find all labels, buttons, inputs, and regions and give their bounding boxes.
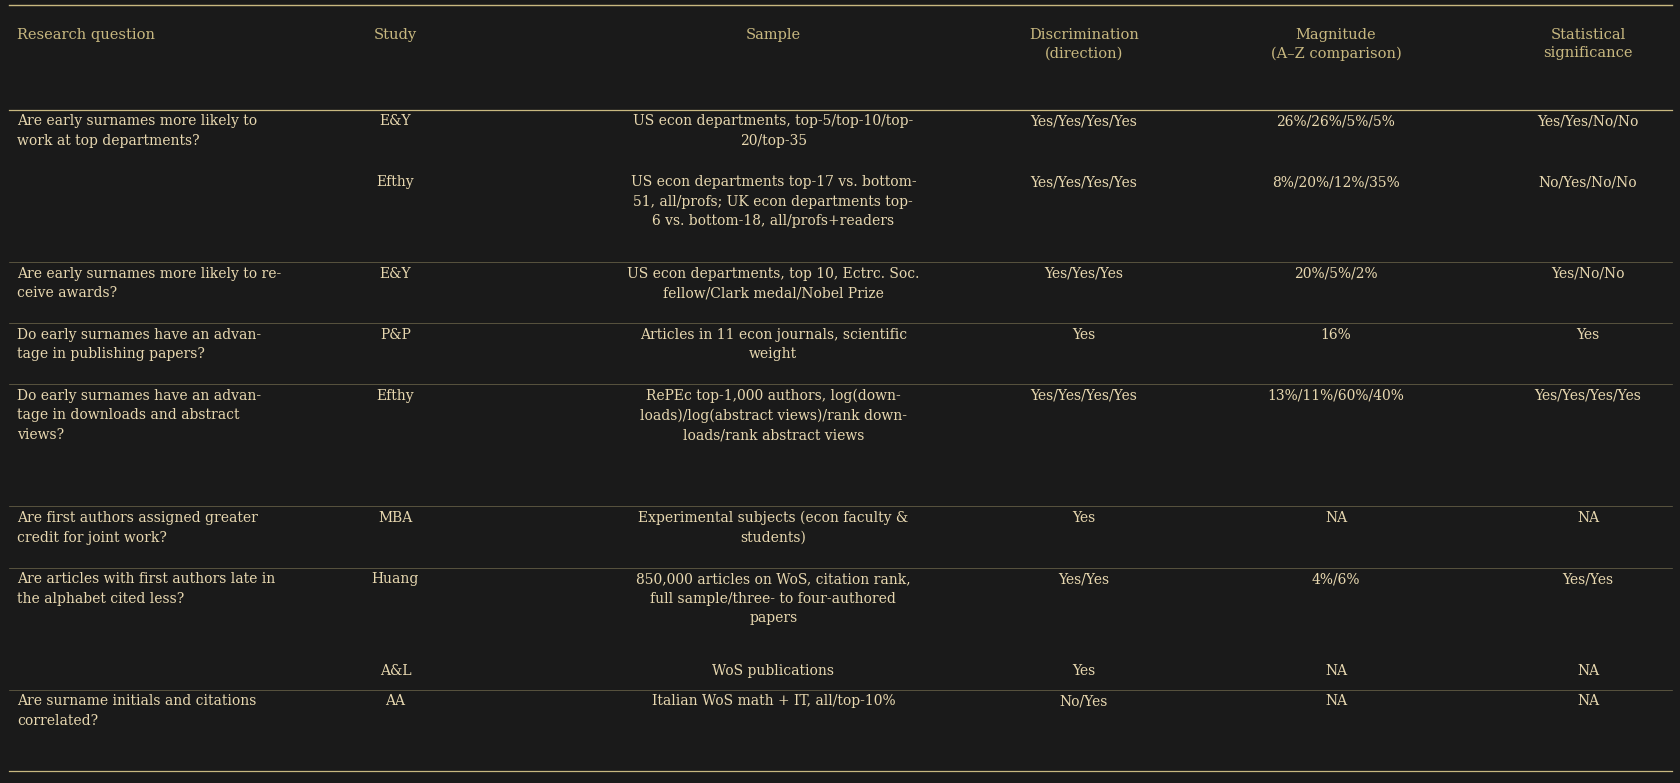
Text: Efthy: Efthy bbox=[376, 175, 413, 189]
Text: WoS publications: WoS publications bbox=[712, 664, 833, 678]
Text: 8%/20%/12%/35%: 8%/20%/12%/35% bbox=[1272, 175, 1399, 189]
Text: Experimental subjects (econ faculty &
students): Experimental subjects (econ faculty & st… bbox=[638, 511, 907, 545]
Text: Are early surnames more likely to
work at top departments?: Are early surnames more likely to work a… bbox=[17, 114, 257, 147]
Text: Huang: Huang bbox=[371, 572, 418, 586]
Text: Yes/Yes/Yes/Yes: Yes/Yes/Yes/Yes bbox=[1534, 389, 1640, 403]
Text: 16%: 16% bbox=[1320, 328, 1351, 342]
Text: US econ departments top-17 vs. bottom-
51, all/profs; UK econ departments top-
6: US econ departments top-17 vs. bottom- 5… bbox=[630, 175, 916, 228]
Text: 4%/6%: 4%/6% bbox=[1310, 572, 1359, 586]
Text: Statistical
significance: Statistical significance bbox=[1542, 28, 1631, 60]
Text: NA: NA bbox=[1576, 511, 1598, 525]
Text: Yes/Yes: Yes/Yes bbox=[1058, 572, 1109, 586]
Text: 26%/26%/5%/5%: 26%/26%/5%/5% bbox=[1275, 114, 1394, 128]
Text: E&Y: E&Y bbox=[380, 114, 412, 128]
Text: Yes/Yes/No/No: Yes/Yes/No/No bbox=[1536, 114, 1638, 128]
Text: Yes/Yes/Yes/Yes: Yes/Yes/Yes/Yes bbox=[1030, 114, 1137, 128]
Text: Do early surnames have an advan-
tage in downloads and abstract
views?: Do early surnames have an advan- tage in… bbox=[17, 389, 262, 442]
Text: Research question: Research question bbox=[17, 28, 155, 42]
Text: Are early surnames more likely to re-
ceive awards?: Are early surnames more likely to re- ce… bbox=[17, 267, 282, 300]
Text: AA: AA bbox=[385, 695, 405, 709]
Text: Sample: Sample bbox=[746, 28, 800, 42]
Text: 13%/11%/60%/40%: 13%/11%/60%/40% bbox=[1267, 389, 1403, 403]
Text: NA: NA bbox=[1576, 695, 1598, 709]
Text: Italian WoS math + IT, all/top-10%: Italian WoS math + IT, all/top-10% bbox=[652, 695, 894, 709]
Text: Yes/Yes: Yes/Yes bbox=[1561, 572, 1613, 586]
Text: Yes: Yes bbox=[1576, 328, 1599, 342]
Text: Yes: Yes bbox=[1072, 328, 1095, 342]
Text: 850,000 articles on WoS, citation rank,
full sample/three- to four-authored
pape: 850,000 articles on WoS, citation rank, … bbox=[635, 572, 911, 625]
Text: Study: Study bbox=[373, 28, 417, 42]
Text: NA: NA bbox=[1324, 695, 1346, 709]
Text: Yes/Yes/Yes: Yes/Yes/Yes bbox=[1043, 267, 1122, 281]
Text: NA: NA bbox=[1324, 511, 1346, 525]
Text: Are articles with first authors late in
the alphabet cited less?: Are articles with first authors late in … bbox=[17, 572, 276, 605]
Text: Articles in 11 econ journals, scientific
weight: Articles in 11 econ journals, scientific… bbox=[640, 328, 906, 361]
Text: E&Y: E&Y bbox=[380, 267, 412, 281]
Text: Yes: Yes bbox=[1072, 664, 1095, 678]
Text: NA: NA bbox=[1576, 664, 1598, 678]
Text: Yes/No/No: Yes/No/No bbox=[1551, 267, 1623, 281]
Text: Magnitude
(A–Z comparison): Magnitude (A–Z comparison) bbox=[1270, 28, 1401, 61]
Text: No/Yes/No/No: No/Yes/No/No bbox=[1537, 175, 1636, 189]
Text: 20%/5%/2%: 20%/5%/2% bbox=[1294, 267, 1378, 281]
Text: Yes: Yes bbox=[1072, 511, 1095, 525]
Text: Do early surnames have an advan-
tage in publishing papers?: Do early surnames have an advan- tage in… bbox=[17, 328, 262, 361]
Text: MBA: MBA bbox=[378, 511, 412, 525]
Text: Are surname initials and citations
correlated?: Are surname initials and citations corre… bbox=[17, 695, 257, 727]
Text: A&L: A&L bbox=[380, 664, 412, 678]
Text: Are first authors assigned greater
credit for joint work?: Are first authors assigned greater credi… bbox=[17, 511, 259, 544]
Text: RePEc top-1,000 authors, log(down-
loads)/log(abstract views)/rank down-
loads/r: RePEc top-1,000 authors, log(down- loads… bbox=[640, 389, 906, 443]
Text: P&P: P&P bbox=[380, 328, 410, 342]
Text: NA: NA bbox=[1324, 664, 1346, 678]
Text: Yes/Yes/Yes/Yes: Yes/Yes/Yes/Yes bbox=[1030, 175, 1137, 189]
Text: Yes/Yes/Yes/Yes: Yes/Yes/Yes/Yes bbox=[1030, 389, 1137, 403]
Text: US econ departments, top 10, Ectrc. Soc.
fellow/Clark medal/Nobel Prize: US econ departments, top 10, Ectrc. Soc.… bbox=[627, 267, 919, 300]
Text: No/Yes: No/Yes bbox=[1058, 695, 1107, 709]
Text: Discrimination
(direction): Discrimination (direction) bbox=[1028, 28, 1139, 60]
Text: US econ departments, top-5/top-10/top-
20/top-35: US econ departments, top-5/top-10/top- 2… bbox=[633, 114, 912, 147]
Text: Efthy: Efthy bbox=[376, 389, 413, 403]
